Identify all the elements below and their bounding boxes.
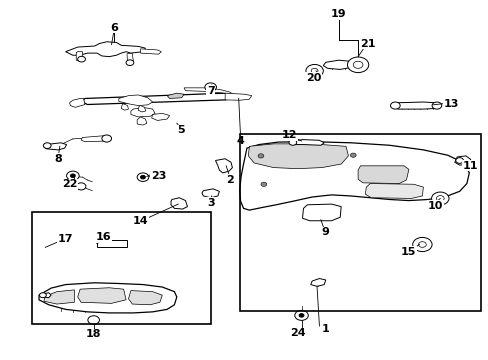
Polygon shape [121,104,128,110]
Text: 8: 8 [54,154,62,164]
Text: 9: 9 [321,228,329,238]
Circle shape [455,158,463,163]
Polygon shape [151,113,169,121]
Circle shape [40,293,46,298]
Polygon shape [393,102,437,109]
Circle shape [66,171,79,180]
Polygon shape [39,283,177,313]
Polygon shape [83,93,234,104]
Bar [239,134,480,311]
Text: 23: 23 [150,171,166,181]
Text: 6: 6 [110,23,118,33]
Circle shape [126,60,134,66]
Polygon shape [290,140,324,145]
Polygon shape [365,184,423,198]
Polygon shape [42,293,51,298]
Text: 24: 24 [289,328,305,338]
Text: 14: 14 [132,216,148,226]
Polygon shape [65,42,145,57]
Text: 12: 12 [281,130,297,140]
Polygon shape [69,99,85,107]
Circle shape [43,143,51,148]
Circle shape [390,102,399,109]
Polygon shape [44,290,74,304]
Bar [32,212,210,324]
Circle shape [140,175,145,179]
Polygon shape [167,93,183,99]
Circle shape [76,183,86,190]
Circle shape [261,182,266,186]
Polygon shape [239,142,468,210]
Circle shape [431,192,448,205]
Circle shape [204,83,216,91]
Polygon shape [140,49,161,54]
Polygon shape [224,93,251,100]
Text: 10: 10 [427,201,442,211]
Circle shape [70,174,75,177]
Circle shape [310,68,317,73]
Circle shape [412,238,431,252]
Circle shape [418,242,426,247]
Polygon shape [202,189,219,198]
Circle shape [88,316,99,324]
Text: 2: 2 [225,175,233,185]
Polygon shape [128,291,162,305]
Polygon shape [137,117,146,125]
Circle shape [347,57,368,73]
Circle shape [294,310,308,320]
Polygon shape [44,143,66,150]
Polygon shape [131,107,155,117]
Circle shape [288,140,296,145]
Text: 21: 21 [359,39,375,49]
Circle shape [305,64,323,77]
Circle shape [299,314,304,317]
Circle shape [435,195,443,201]
Text: 20: 20 [305,73,321,83]
Text: 4: 4 [236,136,244,146]
Polygon shape [138,105,145,112]
Polygon shape [81,136,109,142]
Polygon shape [78,288,126,303]
Polygon shape [127,54,133,63]
Polygon shape [215,159,232,173]
Circle shape [258,154,264,158]
Polygon shape [302,204,341,221]
Circle shape [350,153,355,157]
Polygon shape [183,88,233,95]
Polygon shape [119,95,152,105]
Polygon shape [310,279,325,286]
Text: 17: 17 [58,234,73,244]
Text: 1: 1 [321,324,329,334]
Text: 18: 18 [86,329,101,339]
Polygon shape [171,198,187,209]
Text: 16: 16 [95,233,111,242]
Polygon shape [454,156,470,165]
Circle shape [78,56,85,62]
Bar [97,239,127,247]
Polygon shape [248,144,348,168]
Text: 19: 19 [330,9,346,19]
Circle shape [431,102,441,109]
Circle shape [352,61,362,68]
Text: 3: 3 [206,198,214,208]
Text: 15: 15 [400,247,416,257]
Text: 22: 22 [61,179,77,189]
Circle shape [137,173,148,181]
Polygon shape [323,60,354,69]
Polygon shape [357,166,408,184]
Text: 13: 13 [443,99,458,109]
Text: 7: 7 [206,86,214,96]
Polygon shape [76,52,82,61]
Text: 11: 11 [462,161,478,171]
Circle shape [102,135,111,142]
Text: 5: 5 [177,125,184,135]
